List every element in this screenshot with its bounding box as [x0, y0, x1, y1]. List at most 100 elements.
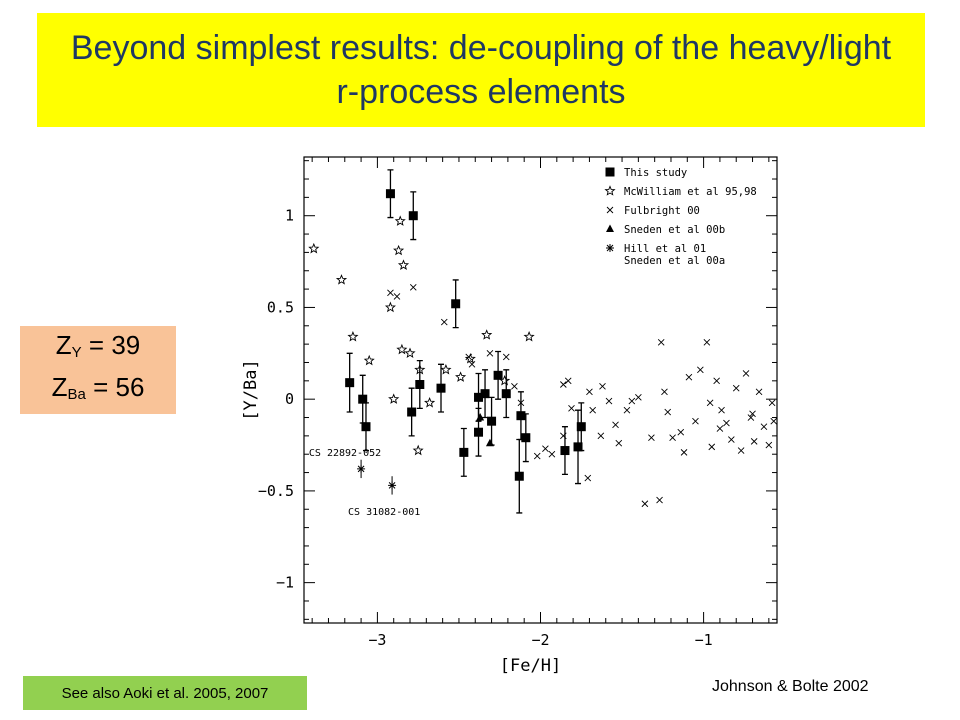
data-point: [656, 496, 663, 504]
data-point: [384, 301, 396, 313]
data-point: [728, 436, 735, 443]
data-point: [388, 481, 397, 490]
y-axis-label: [Y/Ba]: [241, 359, 261, 420]
x-tick-label: −3: [368, 631, 386, 649]
data-point: [737, 447, 745, 454]
data-point: [628, 397, 636, 405]
data-point: [396, 343, 408, 355]
tick-marks: [304, 157, 777, 623]
data-point: [501, 389, 511, 399]
data-point: [387, 289, 394, 297]
data-point: [465, 353, 473, 361]
data-point: [599, 383, 606, 390]
y-tick-label: 0.5: [267, 298, 294, 316]
data-point: [765, 441, 773, 449]
data-point: [464, 352, 476, 364]
data-point: [514, 471, 524, 481]
data-point: [407, 407, 417, 417]
legend: This study McWilliam et al 95,98 Fulbright…: [604, 167, 757, 267]
data-point: [436, 383, 446, 393]
scatter-chart: −3 −2 −1 −1 −0.5 0 0.5 1 [Fe/H] [Y/Ba] CS 22892-05…: [241, 156, 778, 676]
data-point: [394, 215, 406, 226]
data-point: [542, 445, 549, 453]
data-point: [560, 381, 567, 388]
data-point: [474, 427, 484, 437]
data-point: [576, 422, 586, 432]
data-point: [723, 419, 730, 427]
data-point: [713, 377, 720, 385]
data-point: [749, 410, 756, 418]
data-points: [308, 169, 778, 514]
data-point: [521, 433, 531, 443]
data-point: [358, 394, 368, 404]
data-point: [440, 363, 452, 375]
data-point: [685, 373, 693, 381]
data-point: [641, 500, 649, 508]
data-point: [718, 406, 725, 414]
data-point: [474, 392, 484, 402]
data-point: [476, 413, 485, 421]
data-point: [363, 354, 375, 366]
data-point: [487, 416, 497, 426]
legend-label: Sneden et al 00b: [624, 224, 725, 236]
data-point: [564, 377, 572, 385]
data-point: [605, 397, 613, 405]
legend-label: This study: [624, 167, 687, 179]
see-also-note: See also Aoki et al. 2005, 2007: [23, 676, 307, 710]
annotation: CS 31082-001: [348, 507, 420, 518]
data-point: [357, 464, 366, 473]
data-point: [455, 371, 467, 382]
data-point: [669, 434, 676, 442]
data-point: [523, 330, 535, 342]
legend-label: McWilliam et al 95,98: [624, 186, 757, 198]
data-point: [451, 299, 461, 309]
legend-label: Fulbright 00: [624, 205, 700, 217]
data-point: [424, 396, 436, 408]
data-point: [623, 406, 631, 414]
y-tick-label: −0.5: [258, 482, 294, 500]
data-point: [612, 421, 619, 429]
data-point: [615, 439, 623, 447]
y-tick-label: −1: [276, 574, 294, 592]
data-point: [397, 259, 410, 271]
data-point: [468, 360, 476, 368]
legend-label: Sneden et al 00a: [624, 255, 725, 267]
data-point: [732, 384, 740, 392]
data-point: [677, 428, 685, 436]
y-tick-label: 0: [285, 390, 294, 408]
data-point: [597, 432, 605, 440]
data-point: [480, 389, 490, 399]
data-point: [412, 444, 424, 456]
data-point: [664, 408, 672, 416]
data-point: [755, 388, 763, 396]
data-point: [393, 293, 401, 300]
data-point: [459, 447, 469, 457]
data-point: [345, 378, 355, 388]
data-point: [586, 388, 593, 396]
x-tick-label: −1: [695, 631, 713, 649]
data-point: [388, 393, 400, 404]
legend-label: Hill et al 01: [624, 243, 706, 255]
data-point: [661, 388, 668, 396]
data-point: [584, 474, 592, 482]
z-ba-value: = 56: [93, 372, 145, 402]
data-point: [516, 411, 526, 421]
data-point: [517, 399, 525, 407]
z-ba-subscript: Ba: [67, 386, 86, 403]
data-point: [692, 417, 699, 425]
data-point: [347, 330, 359, 342]
data-point: [750, 438, 758, 445]
data-point: [415, 379, 425, 389]
data-point: [657, 338, 665, 346]
data-point: [768, 399, 776, 407]
data-point: [708, 443, 716, 451]
legend-marker: [606, 224, 614, 232]
data-point: [409, 283, 417, 291]
data-point: [308, 242, 320, 254]
data-point: [481, 329, 493, 340]
atomic-number-box: ZY = 39 ZBa = 56: [20, 326, 176, 414]
data-point: [703, 338, 711, 346]
data-point: [680, 449, 688, 456]
legend-marker: [604, 185, 616, 196]
data-point: [404, 347, 416, 358]
